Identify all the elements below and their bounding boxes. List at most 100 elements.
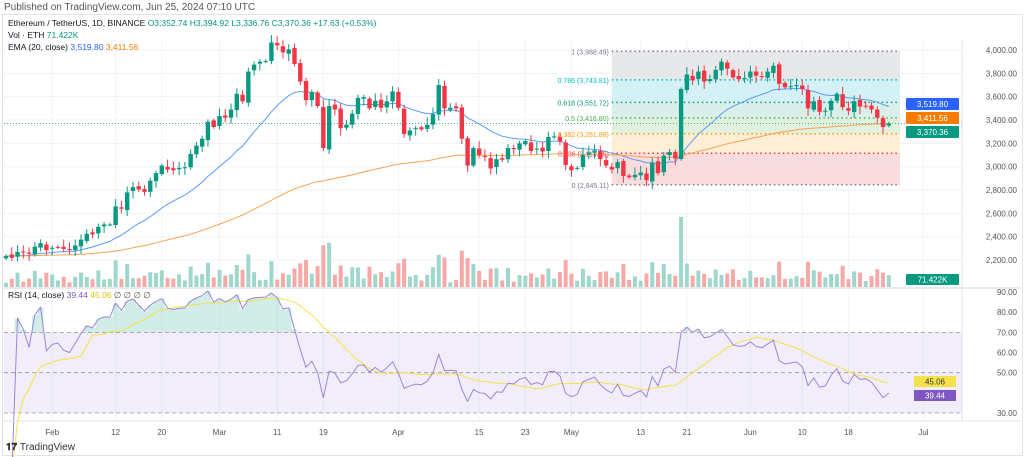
candle-body <box>38 243 43 248</box>
candle-body <box>188 153 193 168</box>
volume-bar <box>569 273 574 287</box>
candle-body <box>171 168 176 171</box>
rsi-label[interactable]: RSI (14, close) <box>8 290 65 300</box>
candle-body <box>875 109 880 118</box>
price-axis-label: 2,600.00 <box>986 209 1018 218</box>
volume-bar <box>419 280 424 287</box>
volume-bar <box>846 279 851 287</box>
volume-bar <box>61 276 66 287</box>
ema-slow-line <box>6 123 889 257</box>
volume-bar <box>102 279 107 287</box>
volume-bar <box>557 271 562 287</box>
candle-body <box>73 245 78 251</box>
candle-body <box>84 233 89 242</box>
rsi-overbought-fill <box>164 308 171 333</box>
volume-bar <box>517 275 522 287</box>
volume-bar <box>511 281 516 287</box>
candle-body <box>580 155 586 167</box>
candle-body <box>107 224 113 226</box>
candle-body <box>240 94 245 102</box>
volume-bar <box>350 267 355 287</box>
volume-bar <box>529 273 534 287</box>
candle-body <box>805 90 811 109</box>
volume-bar <box>252 272 257 287</box>
volume-bar <box>344 276 349 287</box>
rsi-overbought-fill <box>228 299 234 333</box>
volume-label[interactable]: Vol · ETH <box>8 30 45 40</box>
candle-body <box>130 187 136 191</box>
candle-body <box>880 118 886 128</box>
rsi-value-tag <box>914 390 956 401</box>
candle-body <box>44 244 49 251</box>
candle-body <box>707 79 713 82</box>
volume-bar <box>50 274 55 287</box>
rsi-overbought-fill <box>210 302 217 333</box>
volume-bar <box>886 275 891 287</box>
candle-body <box>701 70 707 82</box>
symbol-name[interactable]: Ethereum / TetherUS, 1D, BINANCE <box>8 18 146 28</box>
volume-bar <box>159 270 164 287</box>
volume-bar <box>881 272 886 287</box>
ema-20-line <box>5 87 889 257</box>
rsi-overbought-fill <box>216 298 223 333</box>
ema-label[interactable]: EMA (20, close) <box>8 42 68 52</box>
candle-body <box>655 161 661 174</box>
ema-value-2: 3,411.56 <box>105 42 139 52</box>
candle-body <box>719 61 724 71</box>
candle-body <box>159 165 164 175</box>
candle-body <box>632 174 638 178</box>
rsi-overbought-fill <box>89 327 96 333</box>
rsi-axis-label: 70.00 <box>997 328 1018 337</box>
volume-bar <box>4 282 8 287</box>
candle-body <box>811 101 816 110</box>
candle-body <box>119 207 124 209</box>
candle-body <box>90 232 95 235</box>
candle-body <box>534 148 540 150</box>
volume-bar <box>673 275 678 287</box>
volume-bar <box>615 272 620 287</box>
candle-body <box>725 62 730 69</box>
candle-body <box>540 147 545 152</box>
candle-body <box>788 86 793 88</box>
volume-bar <box>823 277 828 287</box>
rsi-overbought-fill <box>187 301 194 333</box>
candle-body <box>298 63 303 82</box>
candle-body <box>488 158 493 169</box>
volume-bar <box>811 270 816 287</box>
rsi-overbought-fill <box>130 299 136 333</box>
candle-body <box>205 121 211 141</box>
volume-bar <box>782 279 787 287</box>
candle-body <box>9 254 14 258</box>
volume-bar <box>182 280 187 287</box>
volume-bar <box>875 269 880 287</box>
candle-body <box>96 226 101 234</box>
candle-body <box>615 162 620 169</box>
volume-bar <box>407 276 412 287</box>
volume-bar <box>632 276 637 287</box>
volume-bar <box>107 279 112 287</box>
candle-body <box>575 167 580 169</box>
close-value: C3,370.36 <box>271 18 311 28</box>
candle-body <box>401 108 407 135</box>
candle-body <box>148 180 153 192</box>
volume-bar <box>223 275 228 287</box>
volume-bar <box>707 278 712 287</box>
rsi-overbought-fill <box>106 316 113 333</box>
volume-bar <box>684 263 689 287</box>
volume-bar <box>142 275 147 287</box>
volume-bar <box>731 269 736 287</box>
fib-level-label: 0.618 (3,551.72) <box>557 100 608 107</box>
volume-bar <box>275 279 280 287</box>
fib-level-label: 0 (2,845.11) <box>572 183 609 190</box>
chart-frame <box>2 14 1023 456</box>
candle-body <box>26 252 32 254</box>
candle-body <box>748 71 753 78</box>
candle-body <box>863 105 868 107</box>
candle-body <box>586 152 591 155</box>
candle-body <box>886 123 892 126</box>
volume-bar <box>575 280 580 287</box>
candle-body <box>713 69 718 80</box>
candle-body <box>546 136 551 152</box>
candle-body <box>557 136 563 142</box>
